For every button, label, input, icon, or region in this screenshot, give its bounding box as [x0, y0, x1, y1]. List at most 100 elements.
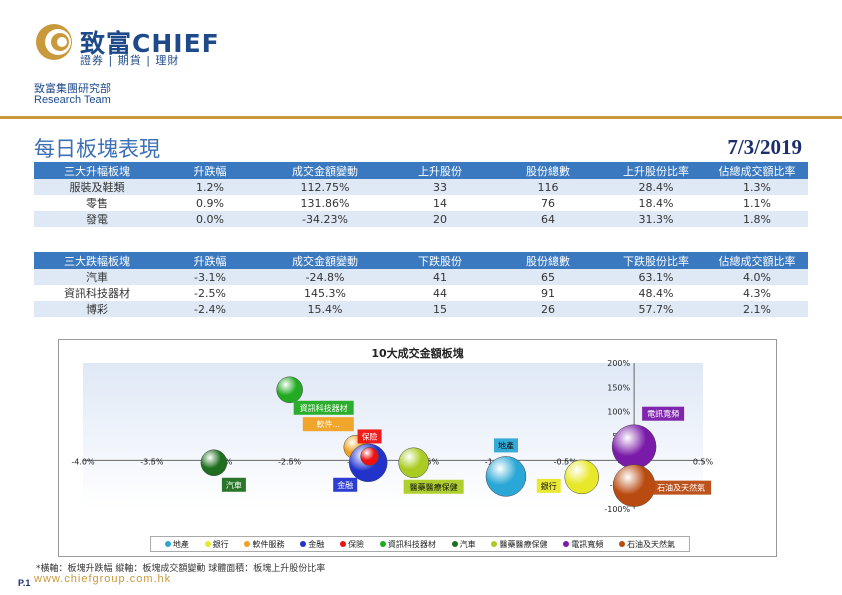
- department-en: Research Team: [34, 94, 111, 106]
- legend-item: 保險: [340, 539, 364, 550]
- report-date: 7/3/2019: [727, 135, 802, 159]
- legend-label: 銀行: [212, 539, 229, 549]
- table-cell: 1.1%: [706, 195, 808, 211]
- sector-name: 汽車: [34, 269, 160, 285]
- legend-item: 醫藥醫療保健: [491, 539, 547, 550]
- column-header: 升跌幅: [160, 162, 260, 179]
- column-header: 成交金額變動: [260, 252, 390, 269]
- bubble-label-bg: [403, 479, 464, 494]
- bubble-label: 電訊寬頻: [647, 409, 679, 419]
- legend-swatch: [563, 541, 570, 547]
- legend-item: 資訊科技器材: [379, 539, 436, 550]
- table-cell: 131.86%: [260, 195, 390, 211]
- bubble-label-bg: [642, 406, 685, 421]
- bubble-汽車: [200, 449, 228, 477]
- table-cell: 31.3%: [606, 211, 706, 227]
- table-cell: 14: [390, 195, 490, 211]
- table-header-row: 三大升幅板塊 升跌幅 成交金額變動 上升股份 股份總數 上升股份比率 佔總成交額…: [34, 162, 808, 179]
- bubble-label: 軟件...: [316, 419, 340, 429]
- bubble-label: 金融: [337, 480, 353, 490]
- bubble-label-bg: [221, 477, 246, 492]
- column-header: 上升股份比率: [606, 162, 706, 179]
- legend-label: 資訊科技器材: [387, 539, 436, 549]
- legend-swatch: [300, 541, 307, 547]
- column-header: 佔總成交額比率: [706, 162, 808, 179]
- top-gainers-table: 三大升幅板塊 升跌幅 成交金額變動 上升股份 股份總數 上升股份比率 佔總成交額…: [34, 162, 808, 227]
- table-cell: 112.75%: [260, 179, 390, 195]
- x-tick-label: 0.5%: [693, 457, 714, 466]
- chart-legend: 地產 銀行 軟件服務 金融 保險 資訊科技器材 汽車 醫藥醫療保健 電訊寬頻 石油及天然氣: [150, 536, 690, 552]
- x-tick-label: -3.5%: [140, 457, 164, 466]
- footnote: *橫軸：板塊升跌幅 縱軸：板塊成交額變動 球體面積：板塊上升股份比率: [36, 564, 326, 574]
- column-header: 下跌股份比率: [606, 252, 706, 269]
- table-row: 資訊科技器材 -2.5% 145.3% 44 91 48.4% 4.3%: [34, 285, 808, 301]
- column-header: 股份總數: [490, 252, 606, 269]
- x-tick-label: -4.0%: [71, 457, 95, 466]
- sector-name: 資訊科技器材: [34, 285, 160, 301]
- table-cell: 63.1%: [606, 269, 706, 285]
- y-tick-label: 200%: [607, 359, 630, 368]
- y-tick-label: -100%: [604, 505, 630, 514]
- table-cell: -24.8%: [260, 269, 390, 285]
- legend-label: 汽車: [459, 539, 476, 549]
- y-tick-label: 100%: [607, 408, 630, 417]
- table-row: 零售 0.9% 131.86% 14 76 18.4% 1.1%: [34, 195, 808, 211]
- legend-swatch: [619, 541, 626, 547]
- table-header-row: 三大跌幅板塊 升跌幅 成交金額變動 下跌股份 股份總數 下跌股份比率 佔總成交額…: [34, 252, 808, 269]
- table-row: 服裝及鞋類 1.2% 112.75% 33 116 28.4% 1.3%: [34, 179, 808, 195]
- chart-title: 10大成交金額板塊: [371, 347, 464, 360]
- table-cell: 48.4%: [606, 285, 706, 301]
- legend-label: 地產: [172, 539, 189, 549]
- table-cell: -2.4%: [160, 301, 260, 317]
- column-header: 升跌幅: [160, 252, 260, 269]
- legend-swatch: [451, 541, 458, 547]
- chief-logo-icon: [36, 24, 72, 60]
- table-cell: 64: [490, 211, 606, 227]
- table-cell: 18.4%: [606, 195, 706, 211]
- bubble-石油及天然氣: [612, 464, 656, 507]
- bubble-label-bg: [493, 438, 518, 453]
- legend-item: 軟件服務: [244, 539, 284, 550]
- table-cell: 15: [390, 301, 490, 317]
- bubble-label: 醫藥醫療保健: [410, 482, 458, 492]
- table-cell: 91: [490, 285, 606, 301]
- legend-item: 石油及天然氣: [619, 539, 675, 550]
- bubble-label-bg: [536, 478, 561, 493]
- table-row: 汽車 -3.1% -24.8% 41 65 63.1% 4.0%: [34, 269, 808, 285]
- website-link[interactable]: www.chiefgroup.com.hk: [34, 573, 172, 585]
- table-cell: 116: [490, 179, 606, 195]
- bubble-label-bg: [357, 429, 382, 444]
- bubble-銀行: [564, 459, 600, 495]
- bubble-label-bg: [293, 400, 354, 415]
- bubble-label-bg: [302, 417, 354, 432]
- legend-item: 銀行: [204, 539, 229, 550]
- table-row: 發電 0.0% -34.23% 20 64 31.3% 1.8%: [34, 211, 808, 227]
- table-cell: 145.3%: [260, 285, 390, 301]
- legend-label: 醫藥醫療保健: [499, 539, 548, 549]
- table-cell: 1.3%: [706, 179, 808, 195]
- table-cell: 0.0%: [160, 211, 260, 227]
- bubble-地產: [485, 456, 527, 497]
- bubble-電訊寬頻: [611, 424, 657, 469]
- sector-name: 服裝及鞋類: [34, 179, 160, 195]
- table-cell: 76: [490, 195, 606, 211]
- column-header: 佔總成交額比率: [706, 252, 808, 269]
- legend-label: 電訊寬頻: [571, 539, 604, 549]
- legend-item: 地產: [164, 539, 189, 550]
- bubble-資訊科技器材: [276, 376, 303, 404]
- legend-label: 保險: [348, 539, 365, 549]
- column-header: 三大跌幅板塊: [34, 252, 160, 269]
- table-cell: 44: [390, 285, 490, 301]
- bubble-label: 汽車: [226, 480, 242, 490]
- legend-swatch: [244, 541, 251, 547]
- legend-swatch: [204, 541, 211, 547]
- bubble-醫藥醫療保健: [398, 447, 429, 479]
- page-title: 每日板塊表現: [34, 137, 160, 161]
- x-tick-label: -0.5%: [554, 457, 578, 466]
- legend-swatch: [340, 541, 347, 547]
- table-cell: 28.4%: [606, 179, 706, 195]
- column-header: 上升股份: [390, 162, 490, 179]
- table-cell: 1.2%: [160, 179, 260, 195]
- table-row: 博彩 -2.4% 15.4% 15 26 57.7% 2.1%: [34, 301, 808, 317]
- table-cell: 26: [490, 301, 606, 317]
